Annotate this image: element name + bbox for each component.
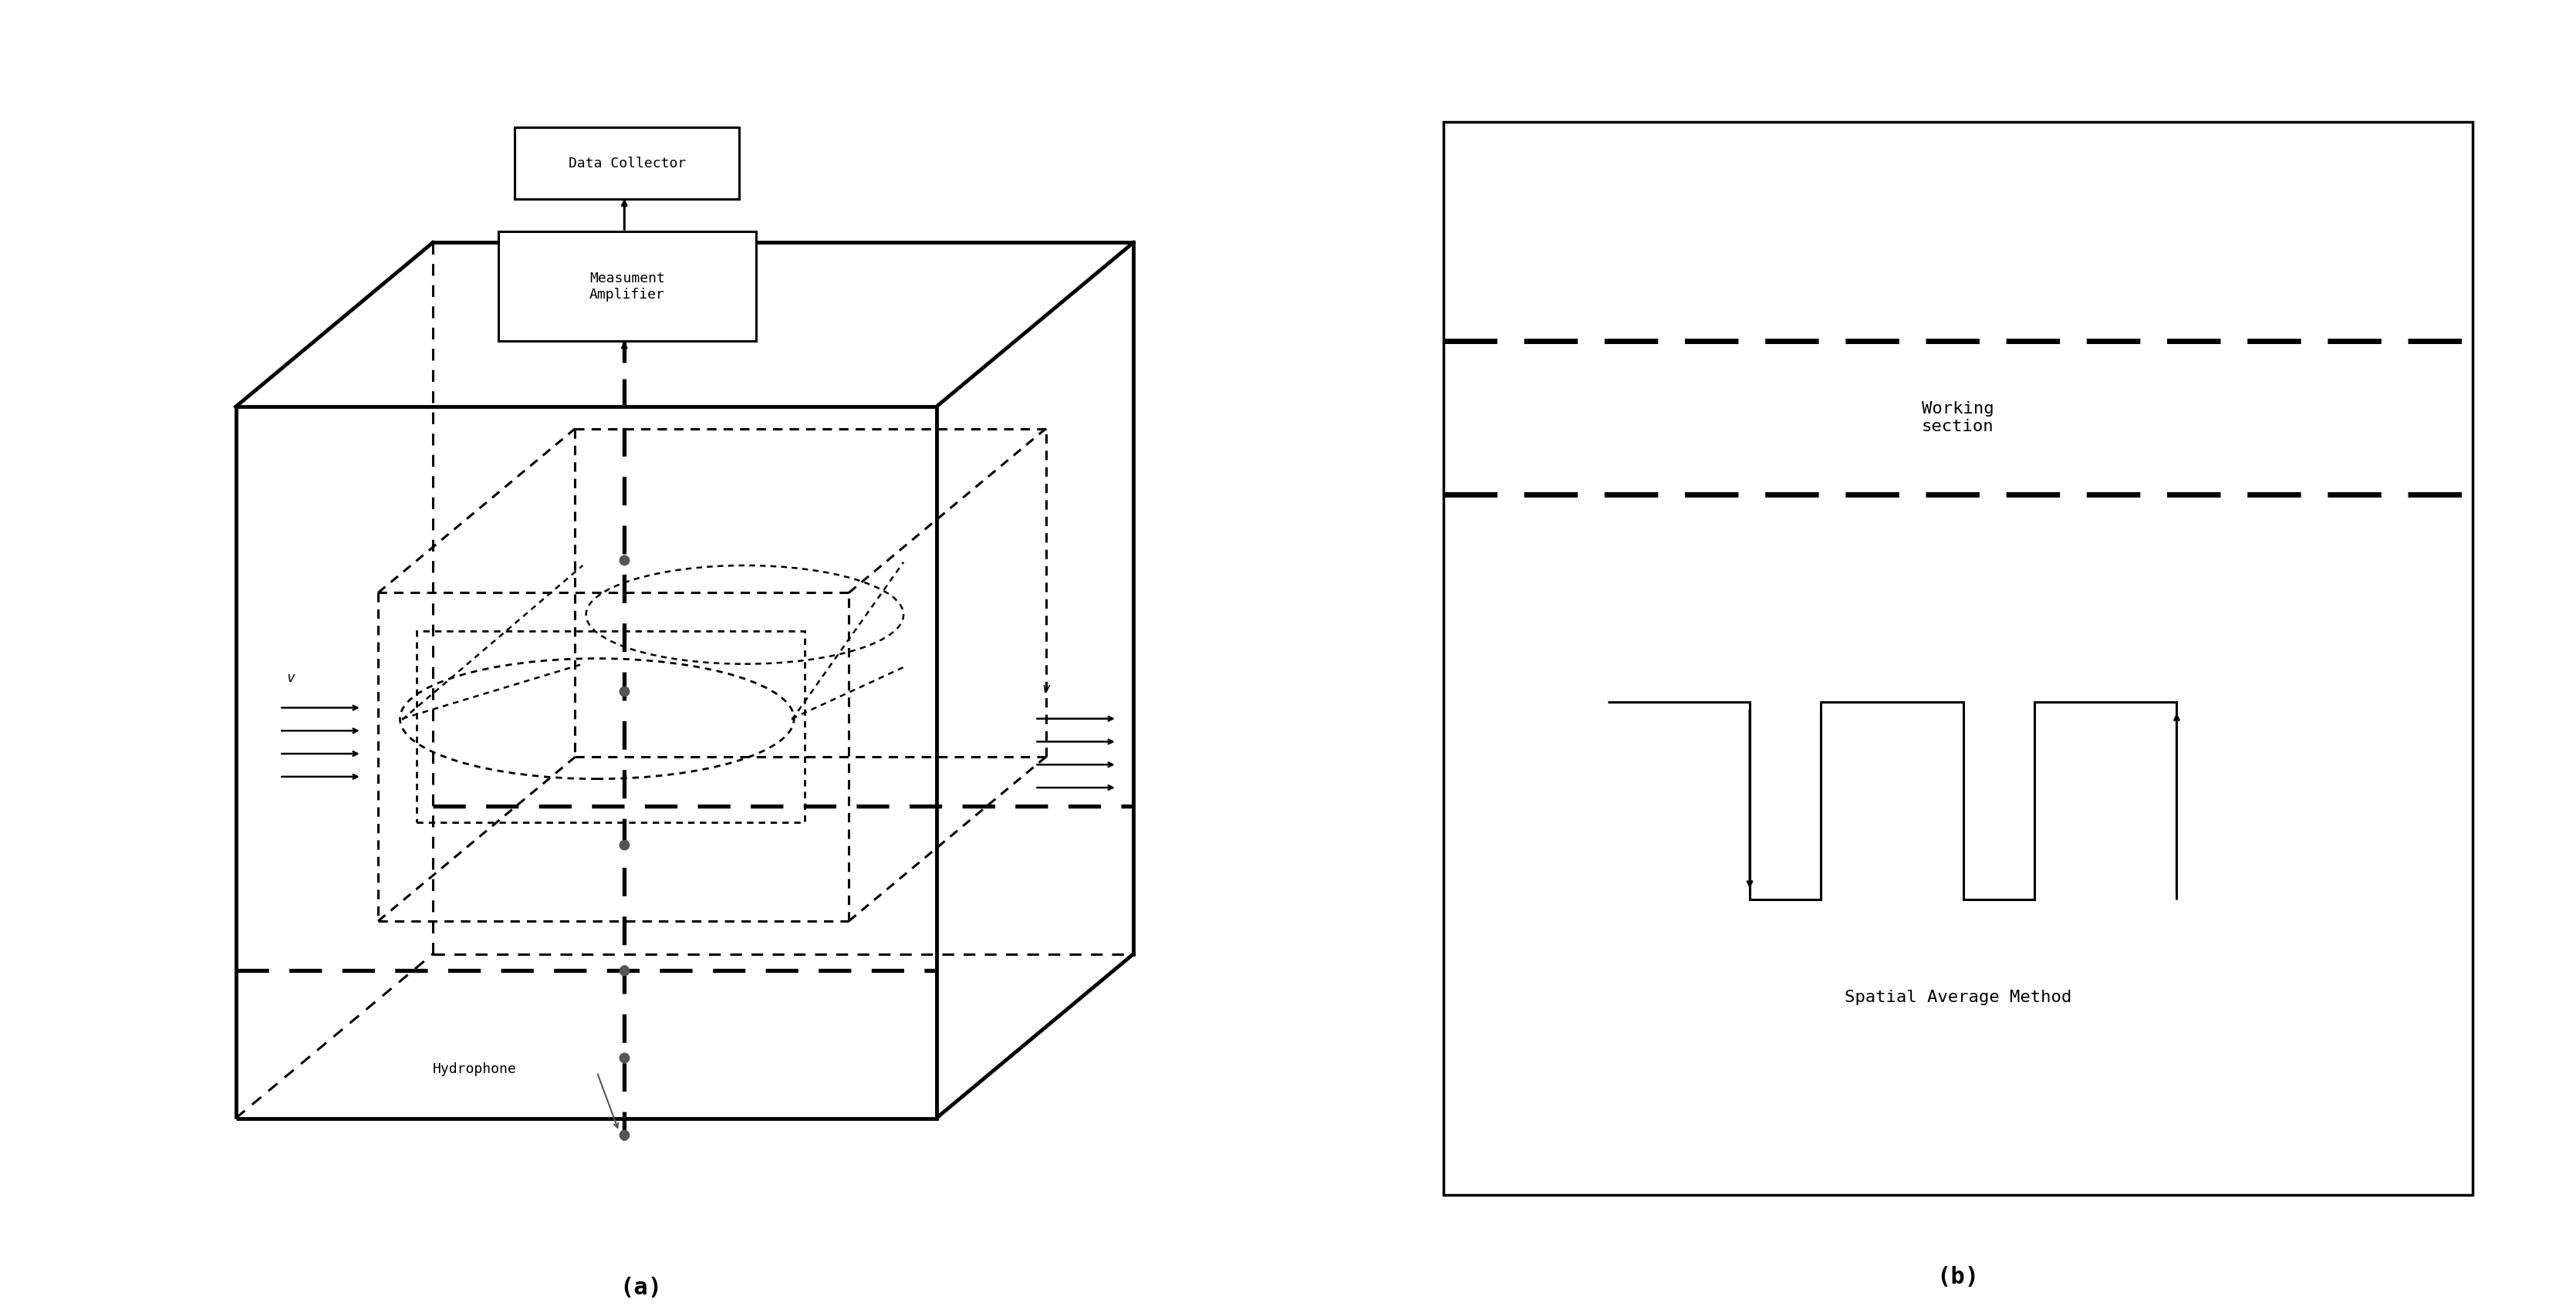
Text: Data Collector: Data Collector [569,157,685,170]
Text: Spatial Average Method: Spatial Average Method [1844,990,2071,1006]
Text: v: v [1041,682,1051,696]
Text: v: v [286,671,294,686]
Bar [500,231,755,341]
Text: (b): (b) [1937,1266,1978,1288]
Bar [417,631,804,823]
Bar [515,128,739,199]
Text: Measument
Amplifier: Measument Amplifier [590,272,665,302]
Text: Working
section: Working section [1922,401,1994,435]
Text: (a): (a) [618,1277,662,1299]
Text: Hydrophone: Hydrophone [433,1062,518,1076]
